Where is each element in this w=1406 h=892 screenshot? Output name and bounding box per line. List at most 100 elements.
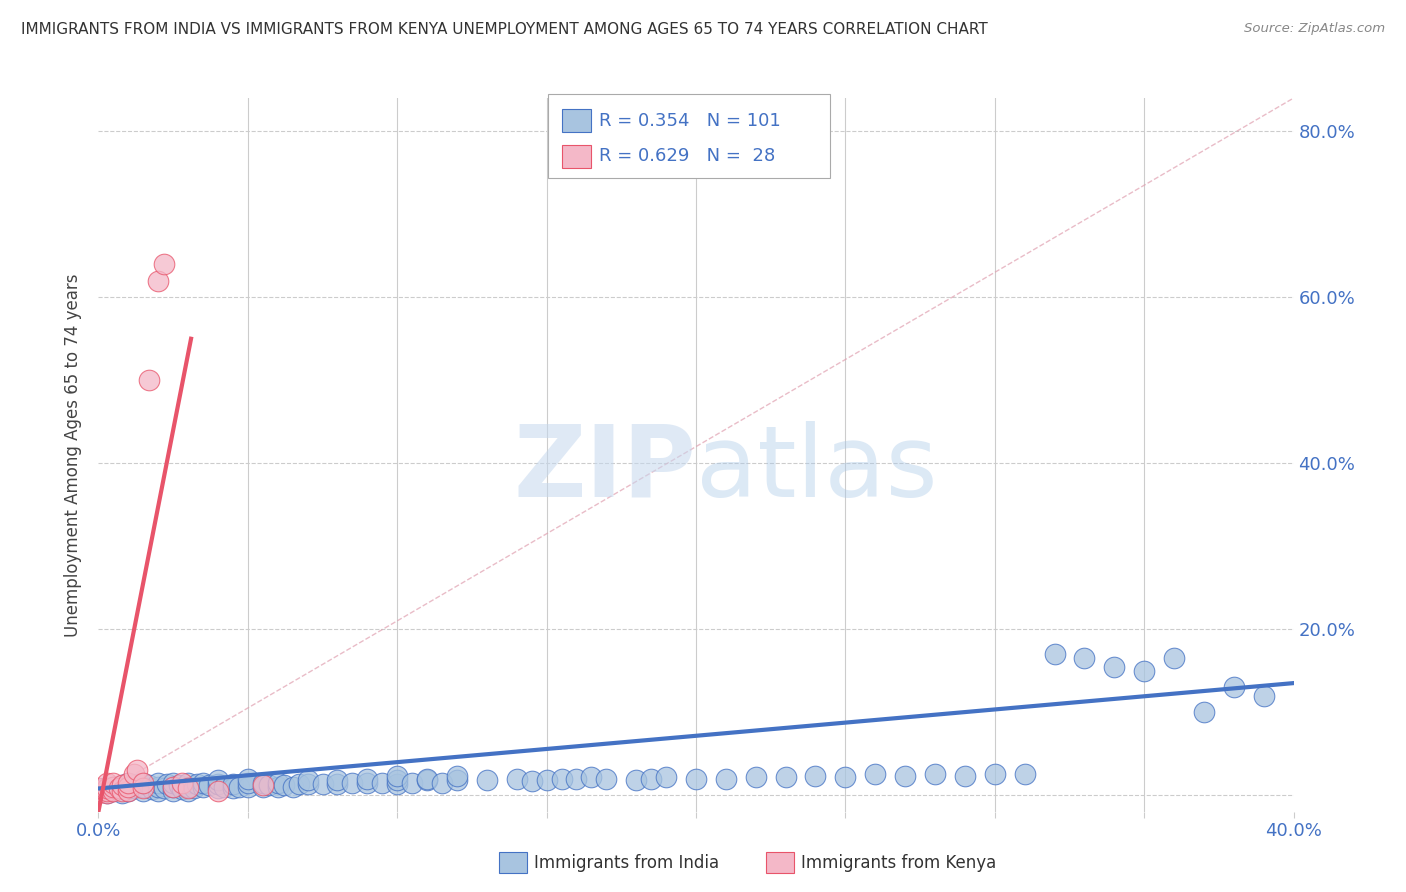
Point [96,786,118,800]
Point [177,781,200,796]
Point [103,780,125,794]
Point [311,777,333,791]
Point [132,775,155,789]
Point [1133,664,1156,678]
Point [655,770,678,784]
Point [212,780,235,794]
Point [356,772,378,786]
Point [894,769,917,783]
Point [416,773,439,788]
Point [198,778,221,792]
Point [356,775,378,789]
Point [148,274,170,288]
Point [111,786,134,800]
Point [536,773,558,788]
Y-axis label: Unemployment Among Ages 65 to 74 years: Unemployment Among Ages 65 to 74 years [65,273,83,637]
Point [108,782,131,797]
Point [103,780,125,794]
Point [626,773,648,788]
Point [96,786,118,800]
Point [222,777,245,791]
Point [834,770,856,784]
Point [446,773,468,788]
Point [257,778,280,792]
Point [87,781,110,796]
Point [520,774,543,789]
Point [87,784,110,798]
Text: Source: ZipAtlas.com: Source: ZipAtlas.com [1244,22,1385,36]
Point [273,778,295,792]
Point [87,786,110,800]
Point [228,780,250,794]
Text: ZIP: ZIP [513,421,696,517]
Point [1223,680,1246,694]
Point [953,769,976,783]
Point [222,781,245,796]
Point [162,784,184,798]
Point [924,767,946,781]
Point [93,781,115,796]
Point [297,773,319,788]
Point [207,773,229,788]
Point [156,777,179,791]
Point [172,775,194,789]
Point [177,775,200,789]
Point [401,775,423,789]
Point [103,784,125,798]
Point [132,784,155,798]
Point [177,784,200,798]
Point [775,770,797,784]
Point [111,778,134,792]
Point [430,775,453,789]
Point [287,777,309,791]
Point [117,784,139,798]
Point [138,778,160,792]
Text: Immigrants from India: Immigrants from India [534,854,720,871]
Point [96,781,118,796]
Point [117,780,139,794]
Point [475,773,498,788]
Point [446,769,468,783]
Point [162,780,184,794]
Point [416,772,439,786]
Point [153,257,176,271]
Point [640,772,662,786]
Text: R = 0.354   N = 101: R = 0.354 N = 101 [599,112,780,129]
Point [87,784,110,798]
Point [148,784,170,798]
Point [148,780,170,794]
Point [581,770,603,784]
Point [1014,767,1036,781]
Point [207,784,229,798]
Point [207,781,229,796]
Point [714,772,737,786]
Point [565,772,588,786]
Point [267,780,290,794]
Point [252,775,274,789]
Point [124,781,146,796]
Point [865,767,887,781]
Point [252,778,274,792]
Point [207,777,229,791]
Point [342,775,364,789]
Point [183,781,205,796]
Point [172,782,194,797]
Point [595,772,617,786]
Point [326,777,349,791]
Point [96,784,118,798]
Point [96,775,118,789]
Point [236,780,259,794]
Point [191,780,214,794]
Point [1073,651,1095,665]
Point [138,373,160,387]
Point [117,784,139,798]
Point [252,780,274,794]
Point [103,784,125,798]
Point [127,763,149,777]
Point [506,772,529,786]
Point [108,781,131,796]
Point [103,775,125,789]
Point [162,775,184,789]
Point [177,780,200,794]
Point [1043,647,1066,661]
